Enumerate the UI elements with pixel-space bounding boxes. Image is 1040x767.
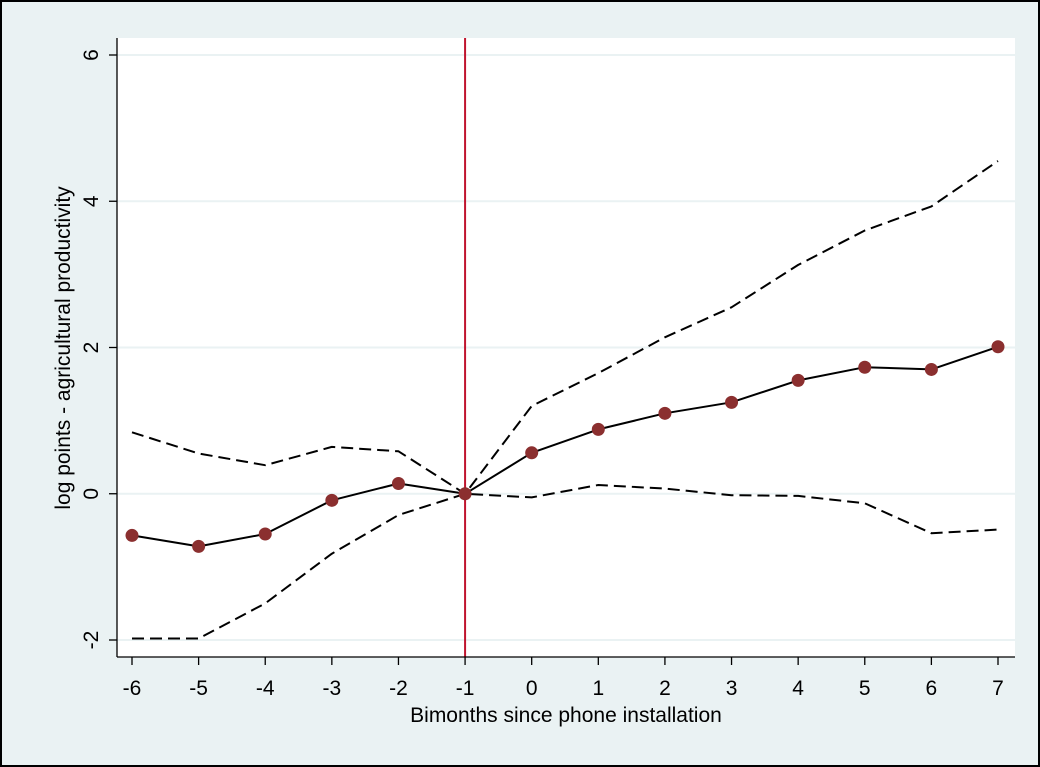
x-tick-label: -4 [256,677,275,700]
data-point [791,373,805,387]
x-tick-label: 5 [859,677,871,700]
gridlines [117,54,1015,641]
series-line-lower-ci [132,484,999,640]
x-tick-label: 0 [526,677,538,700]
series-group [131,160,999,640]
data-point [325,493,339,507]
x-tick-label: 7 [992,677,1004,700]
x-tick-label: -5 [189,677,208,700]
x-tick-label: -6 [123,677,142,700]
data-point [658,406,672,420]
x-tick-label: -1 [456,677,475,700]
x-axis-label: Bimonths since phone installation [410,704,722,727]
data-point [591,422,605,436]
x-tick-label: 3 [726,677,738,700]
markers-group [125,340,1005,553]
x-tick-label: 6 [926,677,938,700]
x-tick-label: 2 [659,677,671,700]
data-point [725,395,739,409]
data-point [258,527,272,541]
axes: -2 0 2 4 6 -6 -5 -4 -3 -2 -1 0 1 2 3 4 5 6 7 [80,38,1015,700]
data-point [192,539,206,553]
data-point [525,446,539,460]
series-line-upper-ci [131,160,999,495]
data-point [458,487,472,501]
y-tick-label: 2 [80,342,103,354]
x-tick-label: 4 [792,677,804,700]
y-tick-label: -2 [80,631,103,650]
x-tick-label: -3 [323,677,342,700]
x-tick-label: -2 [389,677,408,700]
y-tick-label: 0 [80,488,103,500]
data-point [125,528,139,542]
y-axis-label: log points - agricultural productivity [52,186,75,510]
x-tick-label: 1 [592,677,604,700]
y-tick-label: 4 [80,195,103,207]
series-line-estimate [131,345,999,548]
data-point [991,340,1005,354]
data-point [391,477,405,491]
data-point [924,362,938,376]
y-tick-label: 6 [80,49,103,61]
data-point [858,360,872,374]
